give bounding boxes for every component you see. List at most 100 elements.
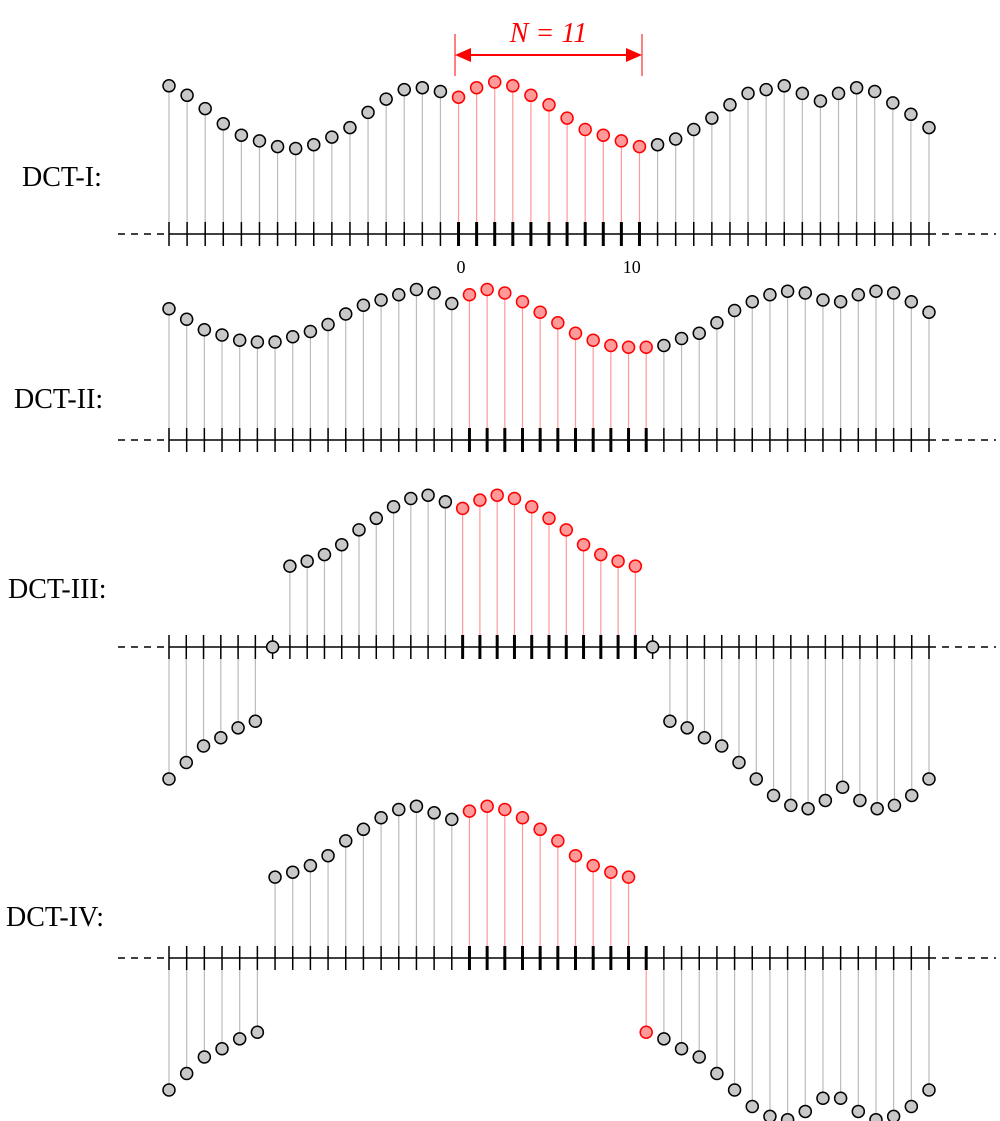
sample-dot-gray [214,731,228,745]
sample-dot-gray [307,137,321,152]
sample-dot-red [487,75,502,89]
sample-dot-gray [270,139,285,154]
sample-dot-gray [780,1112,795,1121]
sample-dot-gray [198,101,212,116]
sample-dot-gray [904,295,919,309]
sample-dot-gray [338,834,353,848]
sample-dot-red [515,811,530,825]
sample-dot-red [469,80,484,95]
sample-dot-gray [851,288,866,302]
sample-dot-gray [356,822,371,837]
row-label-dct4: DCT-IV: [6,902,104,933]
sample-dot-gray [650,137,665,152]
sample-dot-gray [392,288,406,302]
sample-dot-gray [369,511,384,526]
sample-dot-gray [710,1066,724,1081]
sample-dot-gray [334,537,349,552]
sample-dot-gray [922,772,936,786]
sample-dot-gray [356,298,371,312]
sample-dot-gray [386,500,401,514]
sample-dot-red [533,822,547,837]
sample-dot-gray [180,88,194,103]
sample-dot-gray [801,801,815,816]
sample-dot-gray [813,94,828,108]
sample-dot-red [506,79,520,93]
sample-dot-gray [197,323,212,337]
sample-dot-gray [710,316,724,330]
sample-dot-gray [922,305,936,319]
row-label-dct3: DCT-III: [8,574,107,605]
sample-dot-gray [869,1112,883,1121]
sample-dot-gray [196,739,211,753]
sample-dot-gray [179,312,194,326]
sample-dot-red [455,501,470,516]
sample-dot-gray [415,80,430,95]
sample-dot-gray [657,338,671,353]
sample-dot-red [632,139,647,154]
sample-dot-gray [433,84,448,99]
sample-dot-gray [303,858,318,873]
sample-dot-red [559,523,574,537]
tick-label-10: 10 [623,257,641,277]
sample-dot-gray [162,1083,176,1097]
sample-dot-gray [374,293,388,307]
sample-dot-gray [645,640,660,654]
sample-dot-red [568,848,583,863]
sample-dot-red [614,134,629,148]
sample-dot-red [480,282,494,297]
sample-dot-gray [162,772,176,786]
n-annotation: N = 11 [454,18,643,76]
n-label: N = 11 [509,18,588,49]
sample-dot-gray [886,286,901,300]
sample-dot-gray [795,86,810,101]
sample-dot-gray [392,802,406,817]
sample-dot-red [551,834,565,848]
sample-dot-gray [232,333,247,347]
sample-dot-gray [745,1099,760,1114]
sample-dot-gray [904,788,919,803]
sample-dot-gray [361,105,375,120]
sample-dot-gray [216,117,231,131]
tick-label-0: 0 [457,257,466,277]
sample-dot-gray [268,870,282,884]
sample-dot-gray [887,798,902,813]
sample-dot-gray [338,307,353,321]
sample-dot-red [628,559,643,573]
sample-dot-gray [343,120,357,135]
sample-dot-gray [687,122,701,137]
sample-dot-gray [867,84,882,99]
sample-dot-red [560,111,574,125]
sample-dot-gray [427,286,441,300]
sample-dot-gray [745,295,760,309]
sample-dot-gray [674,331,689,346]
sample-dot-gray [300,554,314,568]
sample-dot-gray [250,335,265,349]
sample-dot-gray [445,812,459,827]
sample-dot-red [524,500,539,514]
sample-dot-gray [445,296,459,311]
sample-dot-gray [818,793,833,808]
sample-dot-gray [870,801,884,816]
sample-dot-gray [352,523,366,537]
n-arrowhead-left [455,48,471,62]
sample-dot-gray [288,141,303,156]
sample-dot-red [604,338,618,353]
sample-dot-gray [849,80,864,95]
sample-dot-gray [657,1032,671,1046]
sample-dot-gray [816,1091,830,1105]
sample-dot-gray [780,284,795,298]
sample-dot-red [586,333,600,347]
sample-dot-gray [427,806,441,820]
sample-dot-gray [409,282,424,297]
n-arrowhead-right [626,48,642,62]
sample-dot-gray [692,1050,706,1064]
sample-dot-gray [904,107,918,122]
sample-dot-gray [234,128,249,142]
sample-dot-gray [250,1025,265,1039]
row-dct1 [118,75,996,246]
sample-dot-gray [777,79,791,93]
row-label-dct1: DCT-I: [22,162,102,193]
sample-dot-gray [798,286,813,300]
sample-dot-gray [833,1091,848,1105]
sample-dot-red [473,493,487,507]
